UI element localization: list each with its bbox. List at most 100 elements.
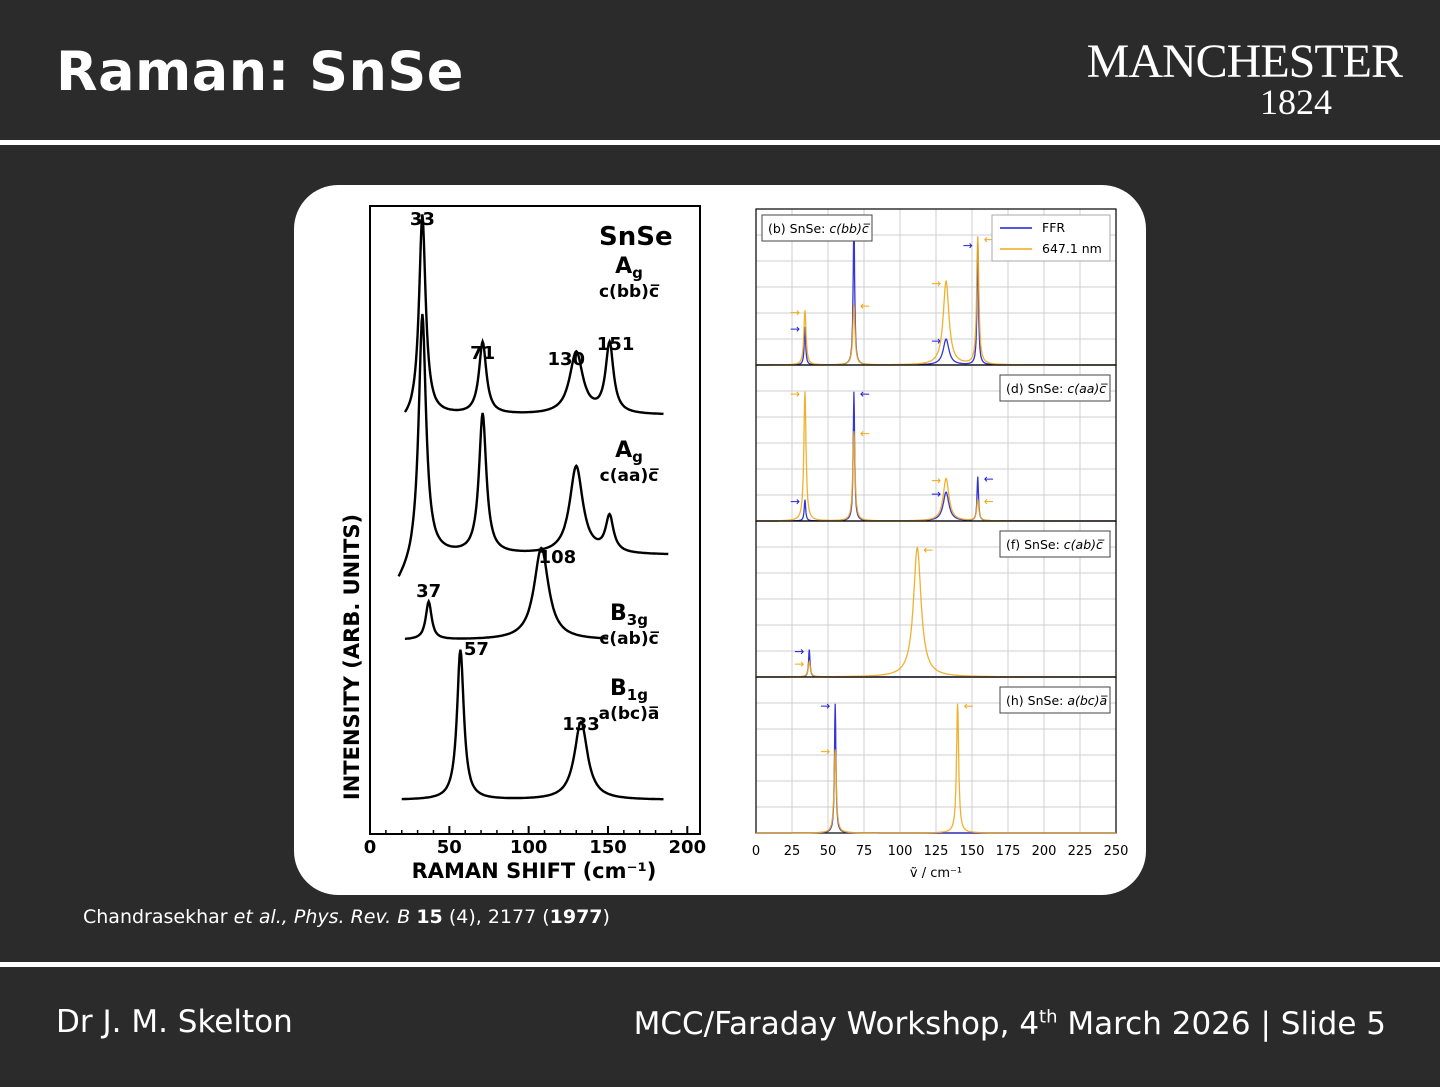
subplot-label-box bbox=[761, 214, 873, 242]
citation-pages: (4), 2177 ( bbox=[442, 906, 550, 928]
left-x-axis-label: RAMAN SHIFT (cm⁻¹) bbox=[412, 859, 657, 883]
right-x-tick-label: 225 bbox=[1068, 844, 1093, 859]
logo-wordmark: MANCHESTER bbox=[1086, 35, 1403, 88]
left-peak-label: 33 bbox=[410, 209, 435, 230]
left-spectrum-curve bbox=[401, 649, 664, 801]
citation-volume: 15 bbox=[416, 906, 443, 928]
legend-entry: FFR bbox=[1042, 220, 1065, 235]
footer-event: MCC/Faraday Workshop, 4 bbox=[633, 1006, 1040, 1042]
left-peak-label: 37 bbox=[416, 581, 441, 602]
citation-authors: Chandrasekhar bbox=[83, 906, 234, 928]
symmetry-text: B1g bbox=[610, 676, 648, 704]
calculated-subplot: → ← → ← → ← → ← (d) SnSe: c(aa)c̅ bbox=[755, 364, 1117, 522]
subplot-label-text: (d) SnSe: c(aa)c̅ bbox=[1006, 381, 1108, 396]
left-compound-label: SnSe bbox=[599, 222, 673, 252]
calculated-subplot: →→ ← (f) SnSe: c(ab)c̅ bbox=[755, 520, 1117, 678]
peak-arrow-icon: → bbox=[963, 238, 973, 252]
peak-arrow-icon: → bbox=[790, 387, 800, 401]
raman-figure: 0 50 100 150 200 33 71 130 151 37 108 57 133 Ag c(bb)… bbox=[294, 185, 1146, 895]
university-logo: MANCHESTER 1824 bbox=[1086, 35, 1403, 122]
symmetry-subscript: g bbox=[632, 264, 643, 282]
symmetry-subscript: 1g bbox=[627, 686, 648, 704]
citation-close: ) bbox=[602, 906, 610, 928]
left-peak-label: 133 bbox=[562, 714, 600, 735]
subplot-label-prefix: (d) SnSe: bbox=[1006, 381, 1067, 396]
peak-arrow-icon: ← bbox=[984, 495, 994, 509]
left-x-tick-label: 150 bbox=[589, 837, 627, 858]
left-peak-label: 57 bbox=[464, 639, 489, 660]
subplot-label-geometry: c(bb)c̅ bbox=[829, 221, 871, 236]
citation-year: 1977 bbox=[549, 906, 603, 928]
right-x-axis-label: ṽ / cm⁻¹ bbox=[910, 866, 962, 881]
author-name: Dr J. M. Skelton bbox=[56, 1004, 293, 1040]
left-spectrum-curve bbox=[397, 313, 669, 577]
peak-arrow-icon: → bbox=[790, 322, 800, 336]
peak-arrow-icon: → bbox=[790, 495, 800, 509]
footer-date-slide: March 2026 | Slide 5 bbox=[1057, 1006, 1386, 1042]
header-divider bbox=[0, 140, 1440, 145]
chart-legend: FFR 647.1 nm bbox=[991, 214, 1111, 262]
right-x-tick-label: 150 bbox=[960, 844, 985, 859]
peak-arrow-icon: ← bbox=[860, 426, 870, 440]
left-y-axis-label: INTENSITY (ARB. UNITS) bbox=[340, 514, 364, 800]
symmetry-text: B3g bbox=[610, 601, 648, 629]
left-peak-label: 71 bbox=[470, 343, 495, 364]
subplot-label-box bbox=[999, 374, 1111, 402]
subplot-label: (b) SnSe: c(bb)c̅ bbox=[761, 214, 873, 242]
subplot-label-box bbox=[999, 686, 1111, 714]
subplot-label-prefix: (b) SnSe: bbox=[768, 221, 829, 236]
event-and-slide-number: MCC/Faraday Workshop, 4th March 2026 | S… bbox=[634, 1006, 1386, 1042]
left-x-ticks: 0 50 100 150 200 bbox=[364, 826, 706, 858]
left-symmetry-label: Agc(aa)c̅ bbox=[600, 438, 659, 486]
peak-arrow-icon: ← bbox=[964, 699, 974, 713]
right-x-tick-label: 75 bbox=[856, 844, 873, 859]
symmetry-subscript: g bbox=[632, 448, 643, 466]
left-peak-label: 130 bbox=[547, 349, 585, 370]
symmetry-subscript: 3g bbox=[627, 611, 648, 629]
footer-ordinal: th bbox=[1039, 1006, 1058, 1028]
symmetry-text: Ag bbox=[615, 438, 643, 466]
subplot-label-text: (h) SnSe: a(bc)a̅ bbox=[1006, 693, 1108, 708]
subplot-label-text: (b) SnSe: c(bb)c̅ bbox=[768, 221, 871, 236]
right-x-axis: 0 25 50 75 100 125 150 175 200 225 250 ṽ / cm⁻¹ bbox=[752, 844, 1129, 881]
logo-year: 1824 bbox=[1260, 82, 1332, 122]
spectrum-series-647nm bbox=[756, 703, 1116, 834]
left-x-tick-label: 50 bbox=[437, 837, 462, 858]
scattering-geometry: a(bc)a̅ bbox=[599, 704, 660, 724]
right-x-tick-label: 0 bbox=[752, 844, 760, 859]
left-spectrum-curve bbox=[404, 546, 608, 640]
citation: Chandrasekhar et al., Phys. Rev. B 15 (4… bbox=[83, 906, 610, 928]
right-x-tick-label: 100 bbox=[888, 844, 913, 859]
subplot-label: (f) SnSe: c(ab)c̅ bbox=[999, 530, 1111, 558]
left-x-tick-label: 100 bbox=[510, 837, 548, 858]
right-x-tick-label: 125 bbox=[924, 844, 949, 859]
peak-arrow-icon: ← bbox=[860, 387, 870, 401]
footer-divider bbox=[0, 962, 1440, 967]
slide-title: Raman: SnSe bbox=[56, 40, 464, 103]
subplot-label-prefix: (h) SnSe: bbox=[1006, 693, 1067, 708]
scattering-geometry: c(bb)c̅ bbox=[599, 282, 659, 302]
scattering-geometry: c(ab)c̅ bbox=[599, 629, 659, 649]
left-plot-frame bbox=[369, 205, 701, 835]
citation-journal: , Phys. Rev. B bbox=[281, 906, 417, 928]
scattering-geometry: c(aa)c̅ bbox=[600, 466, 659, 486]
peak-arrow-icon: → bbox=[931, 487, 941, 501]
peak-arrow-icon: → bbox=[794, 657, 804, 671]
left-peak-label: 151 bbox=[597, 334, 635, 355]
peak-arrow-icon: → bbox=[820, 699, 830, 713]
peak-arrow-icon: → bbox=[790, 305, 800, 319]
subplot-label-geometry: c(aa)c̅ bbox=[1067, 381, 1108, 396]
legend-box bbox=[991, 214, 1111, 262]
peak-arrow-icon: → bbox=[820, 744, 830, 758]
peak-arrow-icon: ← bbox=[984, 232, 994, 246]
peak-arrow-icon: ← bbox=[860, 299, 870, 313]
peak-arrow-icon: → bbox=[931, 276, 941, 290]
peak-arrow-icon: ← bbox=[923, 543, 933, 557]
calculated-subplot: → → ← (h) SnSe: a(bc)a̅ bbox=[755, 676, 1117, 834]
peak-arrow-icon: → bbox=[794, 645, 804, 659]
legend-entry: 647.1 nm bbox=[1042, 241, 1102, 256]
